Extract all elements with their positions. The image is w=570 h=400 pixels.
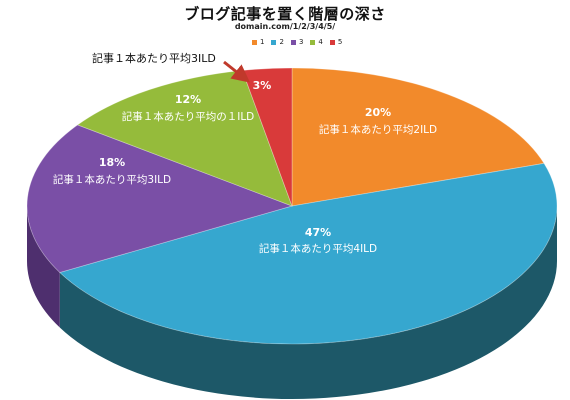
legend-swatch-3 bbox=[290, 39, 296, 45]
legend-label-1: 1 bbox=[260, 38, 265, 46]
legend-item-4: 4 bbox=[310, 38, 323, 46]
legend-swatch-5 bbox=[329, 39, 335, 45]
slice-2-label: 記事１本あたり平均4ILD bbox=[259, 242, 377, 255]
pie-top bbox=[26, 67, 558, 345]
legend: 1 2 3 4 5 bbox=[252, 36, 342, 48]
slice-2-percent-label: 47% bbox=[305, 226, 331, 239]
pie-slice-4 bbox=[76, 70, 293, 207]
slice-1-label: 記事１本あたり平均2ILD bbox=[319, 123, 437, 136]
slice-4-label: 記事１本あたり平均の１ILD bbox=[122, 110, 255, 123]
legend-swatch-4 bbox=[310, 39, 316, 45]
legend-label-3: 3 bbox=[298, 38, 304, 46]
legend-label-5: 5 bbox=[337, 38, 343, 46]
pie-side-2 bbox=[59, 206, 558, 400]
slice-1-percent-label: 20% bbox=[365, 106, 391, 119]
legend-item-2: 2 bbox=[271, 38, 284, 46]
pie-slice-1 bbox=[291, 67, 545, 207]
pie-slice-2 bbox=[58, 162, 558, 345]
slice-5-percent-label: 3% bbox=[253, 79, 272, 92]
slice-5-callout-arrow bbox=[223, 60, 251, 83]
legend-swatch-1 bbox=[252, 39, 257, 45]
legend-label-2: 2 bbox=[279, 38, 284, 46]
pie-side-3 bbox=[27, 206, 60, 328]
legend-item-1: 1 bbox=[252, 38, 264, 46]
legend-item-3: 3 bbox=[290, 38, 304, 46]
slice-4-percent-label: 12% bbox=[175, 93, 201, 106]
pie-labels: 20% 記事１本あたり平均2ILD 47% 記事１本あたり平均4ILD 18% 記事１本あ… bbox=[53, 79, 437, 255]
slice-3-label: 記事１本あたり平均3ILD bbox=[53, 173, 171, 186]
slice-5-callout-label: 記事１本あたり平均3ILD bbox=[92, 52, 216, 65]
slice-3-percent-label: 18% bbox=[99, 156, 125, 169]
chart-title: ブログ記事を置く階層の深さ bbox=[184, 5, 386, 23]
legend-swatch-2 bbox=[271, 39, 277, 45]
legend-item-5: 5 bbox=[329, 38, 343, 46]
chart-subtitle: domain.com/1/2/3/4/5/ bbox=[234, 22, 336, 31]
pie-slice-3 bbox=[26, 124, 294, 273]
pie-side-walls bbox=[27, 206, 558, 400]
legend-label-4: 4 bbox=[318, 38, 323, 46]
